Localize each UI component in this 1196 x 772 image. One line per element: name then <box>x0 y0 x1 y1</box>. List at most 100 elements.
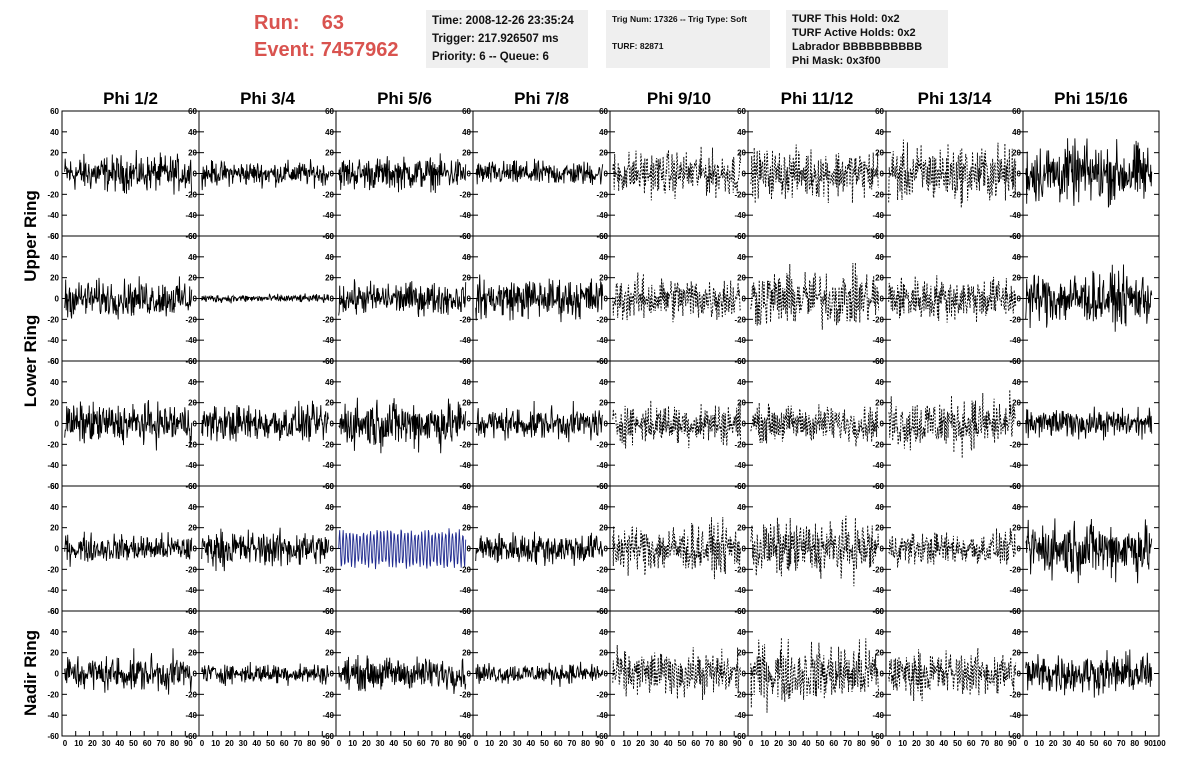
y-tick-label: 40 <box>599 378 608 387</box>
y-tick-label: -40 <box>734 586 746 595</box>
y-tick-label: -20 <box>185 690 197 699</box>
x-tick-label: 20 <box>912 739 921 748</box>
x-tick-label: 90 <box>595 739 604 748</box>
y-tick-label: 20 <box>462 274 471 283</box>
y-tick-label: 40 <box>188 378 197 387</box>
y-tick-label: 40 <box>737 378 746 387</box>
x-tick-label: 0 <box>887 739 892 748</box>
y-tick-label: -20 <box>1009 690 1021 699</box>
y-tick-label: 40 <box>737 128 746 137</box>
y-tick-label: -40 <box>322 586 334 595</box>
panel-frame <box>472 610 611 737</box>
run-label: Run: <box>254 12 300 34</box>
y-tick-label: 0 <box>467 670 472 679</box>
y-tick-label: -20 <box>734 315 746 324</box>
y-tick-label: 20 <box>188 649 197 658</box>
y-tick-label: -40 <box>734 336 746 345</box>
y-tick-label: 0 <box>1017 545 1022 554</box>
waveform-line <box>475 400 604 443</box>
y-tick-label: 60 <box>188 232 197 241</box>
y-tick-label: -60 <box>1009 732 1021 741</box>
y-tick-label: -20 <box>1009 565 1021 574</box>
trigger-info-box: Trig Num: 17326 -- Trig Type: Soft TURF:… <box>606 10 770 68</box>
x-tick-label: 90 <box>321 739 330 748</box>
y-tick-label: -60 <box>596 732 608 741</box>
x-tick-label: 70 <box>705 739 714 748</box>
waveform-line <box>612 517 742 580</box>
y-tick-label: 40 <box>737 628 746 637</box>
x-tick-label: 40 <box>1076 739 1085 748</box>
y-tick-label: -20 <box>47 440 59 449</box>
x-tick-label: 90 <box>1008 739 1017 748</box>
x-tick-label: 30 <box>513 739 522 748</box>
y-tick-label: 0 <box>880 670 885 679</box>
y-tick-label: -20 <box>596 190 608 199</box>
y-tick-label: -40 <box>872 336 884 345</box>
x-tick-label: 80 <box>444 739 453 748</box>
y-tick-label: -20 <box>596 565 608 574</box>
y-tick-label: 0 <box>193 170 198 179</box>
y-tick-label: 40 <box>875 378 884 387</box>
y-tick-label: -20 <box>1009 315 1021 324</box>
y-tick-label: -40 <box>47 711 59 720</box>
x-tick-label: 40 <box>252 739 261 748</box>
y-tick-label: -20 <box>322 565 334 574</box>
x-tick-label: 70 <box>843 739 852 748</box>
y-tick-label: 0 <box>604 670 609 679</box>
x-tick-label: 90 <box>458 739 467 748</box>
y-tick-label: 60 <box>188 482 197 491</box>
y-tick-label: 60 <box>325 107 334 116</box>
y-tick-label: -40 <box>322 336 334 345</box>
x-tick-label: 30 <box>239 739 248 748</box>
y-tick-label: -20 <box>459 565 471 574</box>
y-tick-label: 40 <box>599 128 608 137</box>
y-tick-label: 40 <box>50 503 59 512</box>
y-tick-label: 60 <box>599 107 608 116</box>
y-tick-label: 20 <box>1012 399 1021 408</box>
x-tick-label: 50 <box>678 739 687 748</box>
y-tick-label: 0 <box>467 420 472 429</box>
waveform-grid: Phi 1/2 Phi 3/4 Phi 5/6 Phi 7/8 Phi 9/10 Phi … <box>21 89 1166 748</box>
y-tick-label: 0 <box>193 295 198 304</box>
row-title: Upper Ring <box>21 190 40 282</box>
column-title: Phi 15/16 <box>1054 89 1128 108</box>
waveform-line <box>338 528 467 570</box>
x-tick-label: 40 <box>664 739 673 748</box>
y-tick-label: -60 <box>185 732 197 741</box>
y-tick-label: -20 <box>459 690 471 699</box>
waveform-line <box>201 527 330 572</box>
y-tick-label: 0 <box>467 295 472 304</box>
y-tick-label: 40 <box>325 378 334 387</box>
y-tick-label: 20 <box>50 524 59 533</box>
waveform-line <box>612 644 742 701</box>
x-tick-label: 40 <box>939 739 948 748</box>
y-tick-label: 20 <box>1012 274 1021 283</box>
y-tick-label: -60 <box>47 482 59 491</box>
y-tick-label: 20 <box>462 524 471 533</box>
waveform-line <box>338 654 467 694</box>
y-tick-label: 40 <box>462 503 471 512</box>
x-tick-label: 10 <box>74 739 83 748</box>
y-tick-label: -40 <box>322 711 334 720</box>
y-tick-label: -20 <box>596 690 608 699</box>
y-tick-label: -20 <box>322 315 334 324</box>
turf-text: TURF: 82871 <box>612 41 664 51</box>
waveform-line <box>1025 264 1153 332</box>
y-tick-label: -20 <box>1009 440 1021 449</box>
y-tick-label: 60 <box>325 607 334 616</box>
y-tick-label: 60 <box>462 607 471 616</box>
y-tick-label: -40 <box>185 461 197 470</box>
x-tick-label: 50 <box>1090 739 1099 748</box>
y-tick-label: 20 <box>875 274 884 283</box>
waveform-line <box>64 531 193 567</box>
y-tick-label: 0 <box>604 420 609 429</box>
waveform-line <box>888 139 1017 208</box>
y-tick-label: 60 <box>599 607 608 616</box>
y-tick-label: 20 <box>737 149 746 158</box>
x-tick-label: 70 <box>567 739 576 748</box>
x-tick-label: 60 <box>967 739 976 748</box>
waveform-line <box>338 397 467 454</box>
y-tick-label: 40 <box>1012 628 1021 637</box>
turf-info-box: TURF This Hold: 0x2 TURF Active Holds: 0… <box>786 10 948 68</box>
waveform-line <box>201 293 330 304</box>
